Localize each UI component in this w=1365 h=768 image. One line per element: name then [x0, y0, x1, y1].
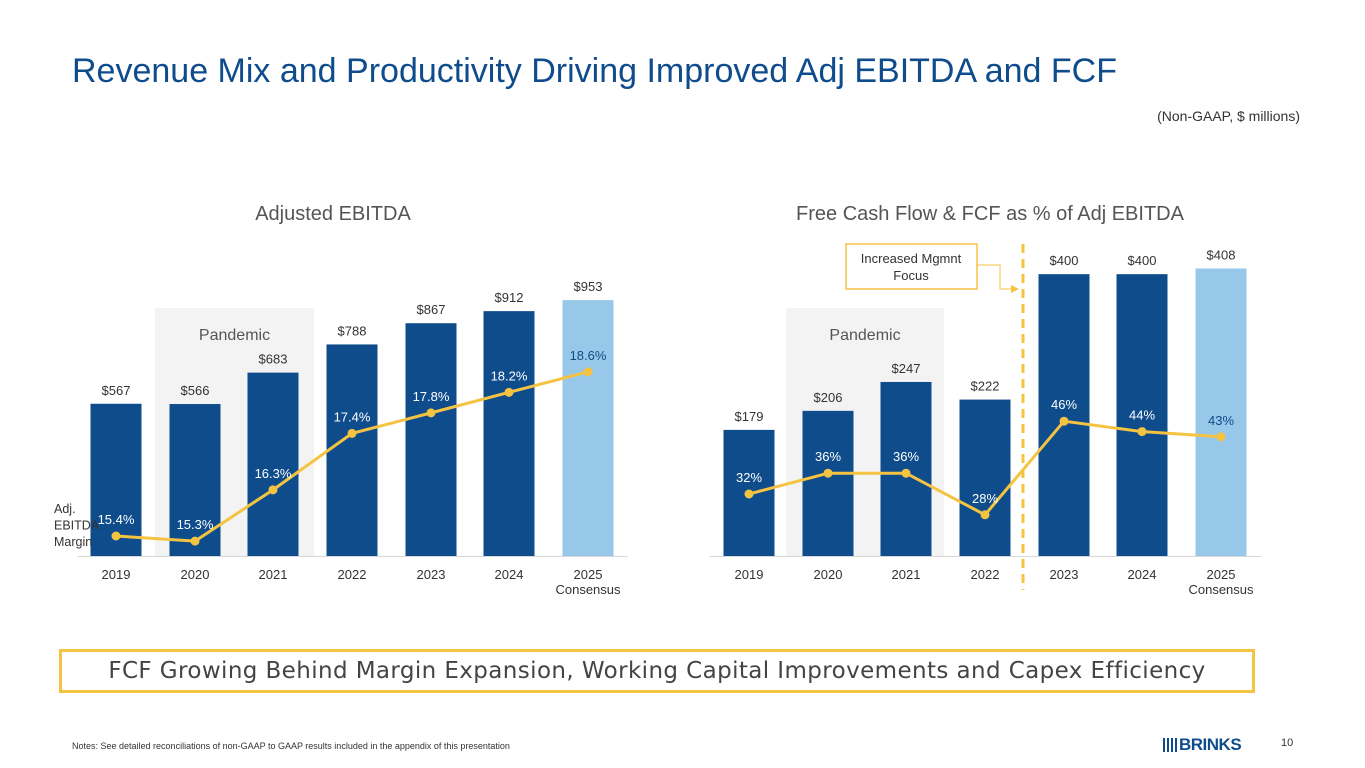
- charts-canvas: Adjusted EBITDA Pandemic $567 2019 $566 2020 $…: [54, 203, 1261, 597]
- focus-annotation-box: [845, 243, 978, 290]
- chart-title: Free Cash Flow & FCF as % of Adj EBITDA: [796, 203, 1185, 225]
- bar-2020: [169, 404, 221, 556]
- footnote: Notes: See detailed reconciliations of n…: [72, 741, 510, 751]
- bar-2025: [562, 300, 614, 556]
- line-value-label: 46%: [1051, 397, 1077, 412]
- callout-banner: FCF Growing Behind Margin Expansion, Wor…: [59, 649, 1255, 693]
- line-value-label: 15.4%: [98, 512, 135, 527]
- logo-bars-icon: [1163, 738, 1177, 752]
- bar-value-label: $408: [1207, 248, 1236, 263]
- bar-2020: [802, 410, 854, 556]
- bar-2024: [1116, 274, 1168, 556]
- bar-2024: [483, 311, 535, 556]
- pandemic-label: Pandemic: [199, 327, 270, 344]
- line-value-label: 18.6%: [570, 348, 607, 363]
- bar-2022: [959, 399, 1011, 556]
- line-point: [268, 485, 278, 495]
- line-value-label: 32%: [736, 470, 762, 485]
- line-point: [111, 531, 121, 541]
- line-value-label: 28%: [972, 491, 998, 506]
- line-value-label: 16.3%: [255, 466, 292, 481]
- line-value-label: 43%: [1208, 413, 1234, 428]
- line-point: [744, 489, 754, 499]
- line-point: [347, 428, 357, 438]
- x-tick-label: 2020: [181, 567, 210, 582]
- line-value-label: 15.3%: [177, 517, 214, 532]
- line-point: [504, 387, 514, 397]
- x-tick-label: 2024: [1128, 567, 1157, 582]
- x-tick-label: 2025 Consensus: [555, 567, 621, 597]
- line-value-label: 17.8%: [413, 389, 450, 404]
- bar-2023: [1038, 274, 1090, 556]
- page-title: Revenue Mix and Productivity Driving Imp…: [72, 52, 1117, 90]
- bar-value-label: $247: [892, 361, 921, 376]
- line-point: [426, 408, 436, 418]
- callout-text: FCF Growing Behind Margin Expansion, Wor…: [108, 658, 1206, 684]
- line-point: [980, 510, 990, 520]
- line-point: [901, 468, 911, 478]
- arrow-head-icon: [1011, 285, 1019, 293]
- line-value-label: 17.4%: [334, 409, 371, 424]
- brinks-logo: BRINKS: [1163, 735, 1242, 755]
- x-tick-label: 2022: [971, 567, 1000, 582]
- x-tick-label: 2024: [495, 567, 524, 582]
- bar-2023: [405, 323, 457, 556]
- line-point: [823, 468, 833, 478]
- line-value-label: 18.2%: [491, 368, 528, 383]
- bar-value-label: $222: [971, 379, 1000, 394]
- x-tick-label: 2019: [102, 567, 131, 582]
- line-point: [1059, 416, 1069, 426]
- x-tick-label: 2023: [417, 567, 446, 582]
- line-point: [1216, 432, 1226, 442]
- focus-annotation-connector: [977, 264, 1013, 290]
- line-value-label: 36%: [815, 449, 841, 464]
- x-tick-label: 2023: [1050, 567, 1079, 582]
- line-legend-label: Adj. EBITDA Margin: [54, 502, 100, 549]
- x-tick-label: 2021: [259, 567, 288, 582]
- logo-text: BRINKS: [1179, 735, 1242, 754]
- bar-value-label: $400: [1050, 253, 1079, 268]
- bar-value-label: $206: [814, 390, 843, 405]
- bar-2021: [247, 372, 299, 556]
- x-tick-label: 2021: [892, 567, 921, 582]
- line-point: [1137, 427, 1147, 437]
- bar-value-label: $566: [181, 383, 210, 398]
- bar-2019: [90, 403, 142, 556]
- x-tick-label: 2022: [338, 567, 367, 582]
- chart-title: Adjusted EBITDA: [255, 203, 411, 225]
- line-point: [583, 367, 593, 377]
- bar-value-label: $567: [102, 383, 131, 398]
- units-note: (Non-GAAP, $ millions): [1157, 108, 1300, 124]
- page-number: 10: [1281, 737, 1294, 749]
- x-tick-label: 2025 Consensus: [1188, 567, 1254, 597]
- pandemic-label: Pandemic: [829, 327, 900, 344]
- bar-2022: [326, 344, 378, 556]
- bar-value-label: $953: [574, 279, 603, 294]
- line-point: [190, 536, 200, 546]
- bar-value-label: $912: [495, 290, 524, 305]
- focus-annotation-text: Increased Mgmnt Focus: [861, 251, 962, 283]
- line-value-label: 36%: [893, 449, 919, 464]
- bar-value-label: $400: [1128, 253, 1157, 268]
- bar-2025: [1195, 268, 1247, 556]
- x-tick-label: 2020: [814, 567, 843, 582]
- bar-value-label: $179: [735, 409, 764, 424]
- bar-value-label: $788: [338, 323, 367, 338]
- x-tick-label: 2019: [735, 567, 764, 582]
- bar-value-label: $867: [417, 302, 446, 317]
- bar-value-label: $683: [259, 352, 288, 367]
- line-value-label: 44%: [1129, 408, 1155, 423]
